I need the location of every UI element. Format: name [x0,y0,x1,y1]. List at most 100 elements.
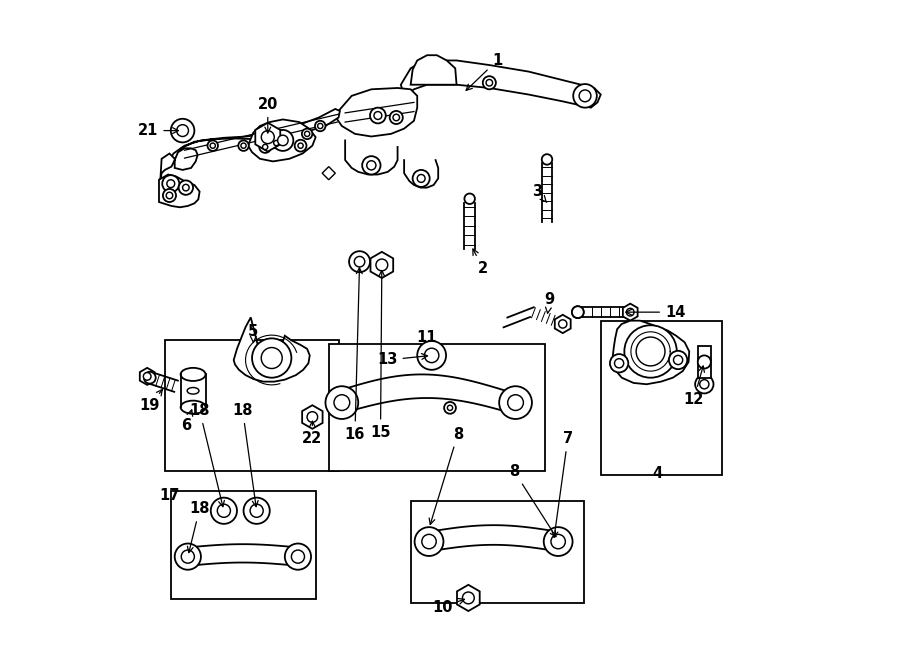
Circle shape [163,189,176,202]
Circle shape [695,375,714,393]
Circle shape [626,308,634,316]
Text: 5: 5 [248,325,258,342]
Circle shape [572,306,584,318]
Text: 8: 8 [429,426,463,524]
Circle shape [418,341,446,369]
Text: 3: 3 [532,184,546,202]
Circle shape [542,154,553,165]
Circle shape [573,84,597,108]
Ellipse shape [181,401,205,414]
Text: 19: 19 [140,389,162,413]
Text: 21: 21 [138,123,178,138]
Text: 7: 7 [552,431,573,537]
Text: 18: 18 [187,501,210,553]
Polygon shape [322,167,336,180]
Circle shape [166,192,173,199]
Ellipse shape [187,387,199,394]
Circle shape [326,386,358,419]
Text: 17: 17 [159,488,180,503]
Circle shape [412,170,429,187]
Circle shape [175,543,201,570]
Polygon shape [140,368,155,385]
Bar [165,340,338,471]
Circle shape [144,371,156,383]
Circle shape [699,379,709,389]
Circle shape [183,184,189,191]
Circle shape [298,143,303,148]
Circle shape [302,129,312,139]
Circle shape [374,112,382,120]
Circle shape [463,592,474,603]
Circle shape [551,534,565,549]
Circle shape [315,121,326,132]
Circle shape [673,356,683,365]
Circle shape [284,543,311,570]
Circle shape [252,338,292,377]
Text: 1: 1 [466,53,502,91]
Circle shape [390,111,403,124]
Circle shape [166,180,175,188]
Circle shape [572,306,584,318]
Circle shape [274,140,279,145]
Polygon shape [410,56,456,85]
Polygon shape [554,315,571,333]
Circle shape [482,76,496,89]
Circle shape [178,180,194,195]
Circle shape [415,527,444,556]
Text: 10: 10 [432,598,464,615]
Polygon shape [302,405,322,429]
Circle shape [261,131,274,143]
Circle shape [362,156,381,175]
Circle shape [143,373,151,380]
Polygon shape [160,148,198,181]
Polygon shape [169,109,340,161]
Circle shape [615,359,624,368]
Text: 13: 13 [377,352,427,368]
Circle shape [669,351,688,369]
Circle shape [244,498,270,524]
Polygon shape [400,60,601,108]
Circle shape [334,395,350,410]
Polygon shape [248,120,316,161]
Circle shape [349,251,370,272]
Bar [601,321,722,475]
Circle shape [307,412,318,422]
Circle shape [370,108,386,124]
Polygon shape [234,317,310,381]
Polygon shape [256,123,280,151]
Circle shape [610,354,628,372]
Circle shape [210,143,215,148]
Circle shape [422,534,436,549]
Text: 12: 12 [684,366,705,407]
Circle shape [464,194,475,204]
Text: 22: 22 [302,421,322,446]
Circle shape [208,140,218,151]
Circle shape [292,550,304,563]
Circle shape [355,256,365,267]
Circle shape [211,498,237,524]
Circle shape [217,504,230,518]
Bar [410,501,584,603]
Polygon shape [457,585,480,611]
Ellipse shape [181,368,205,381]
Circle shape [273,130,293,151]
Circle shape [444,402,456,414]
Circle shape [304,132,310,136]
Circle shape [162,175,179,192]
Bar [328,344,545,471]
Circle shape [263,144,268,149]
Circle shape [393,114,400,121]
Circle shape [636,337,665,366]
Text: 8: 8 [509,464,556,537]
Circle shape [181,550,194,563]
Circle shape [277,136,288,145]
Text: 6: 6 [182,410,193,433]
Circle shape [238,140,248,151]
Text: 4: 4 [652,466,662,481]
Circle shape [259,141,271,153]
Text: 15: 15 [370,270,391,440]
Text: 18: 18 [189,403,224,507]
Circle shape [171,119,194,142]
Polygon shape [623,303,637,321]
Text: 16: 16 [345,268,365,442]
